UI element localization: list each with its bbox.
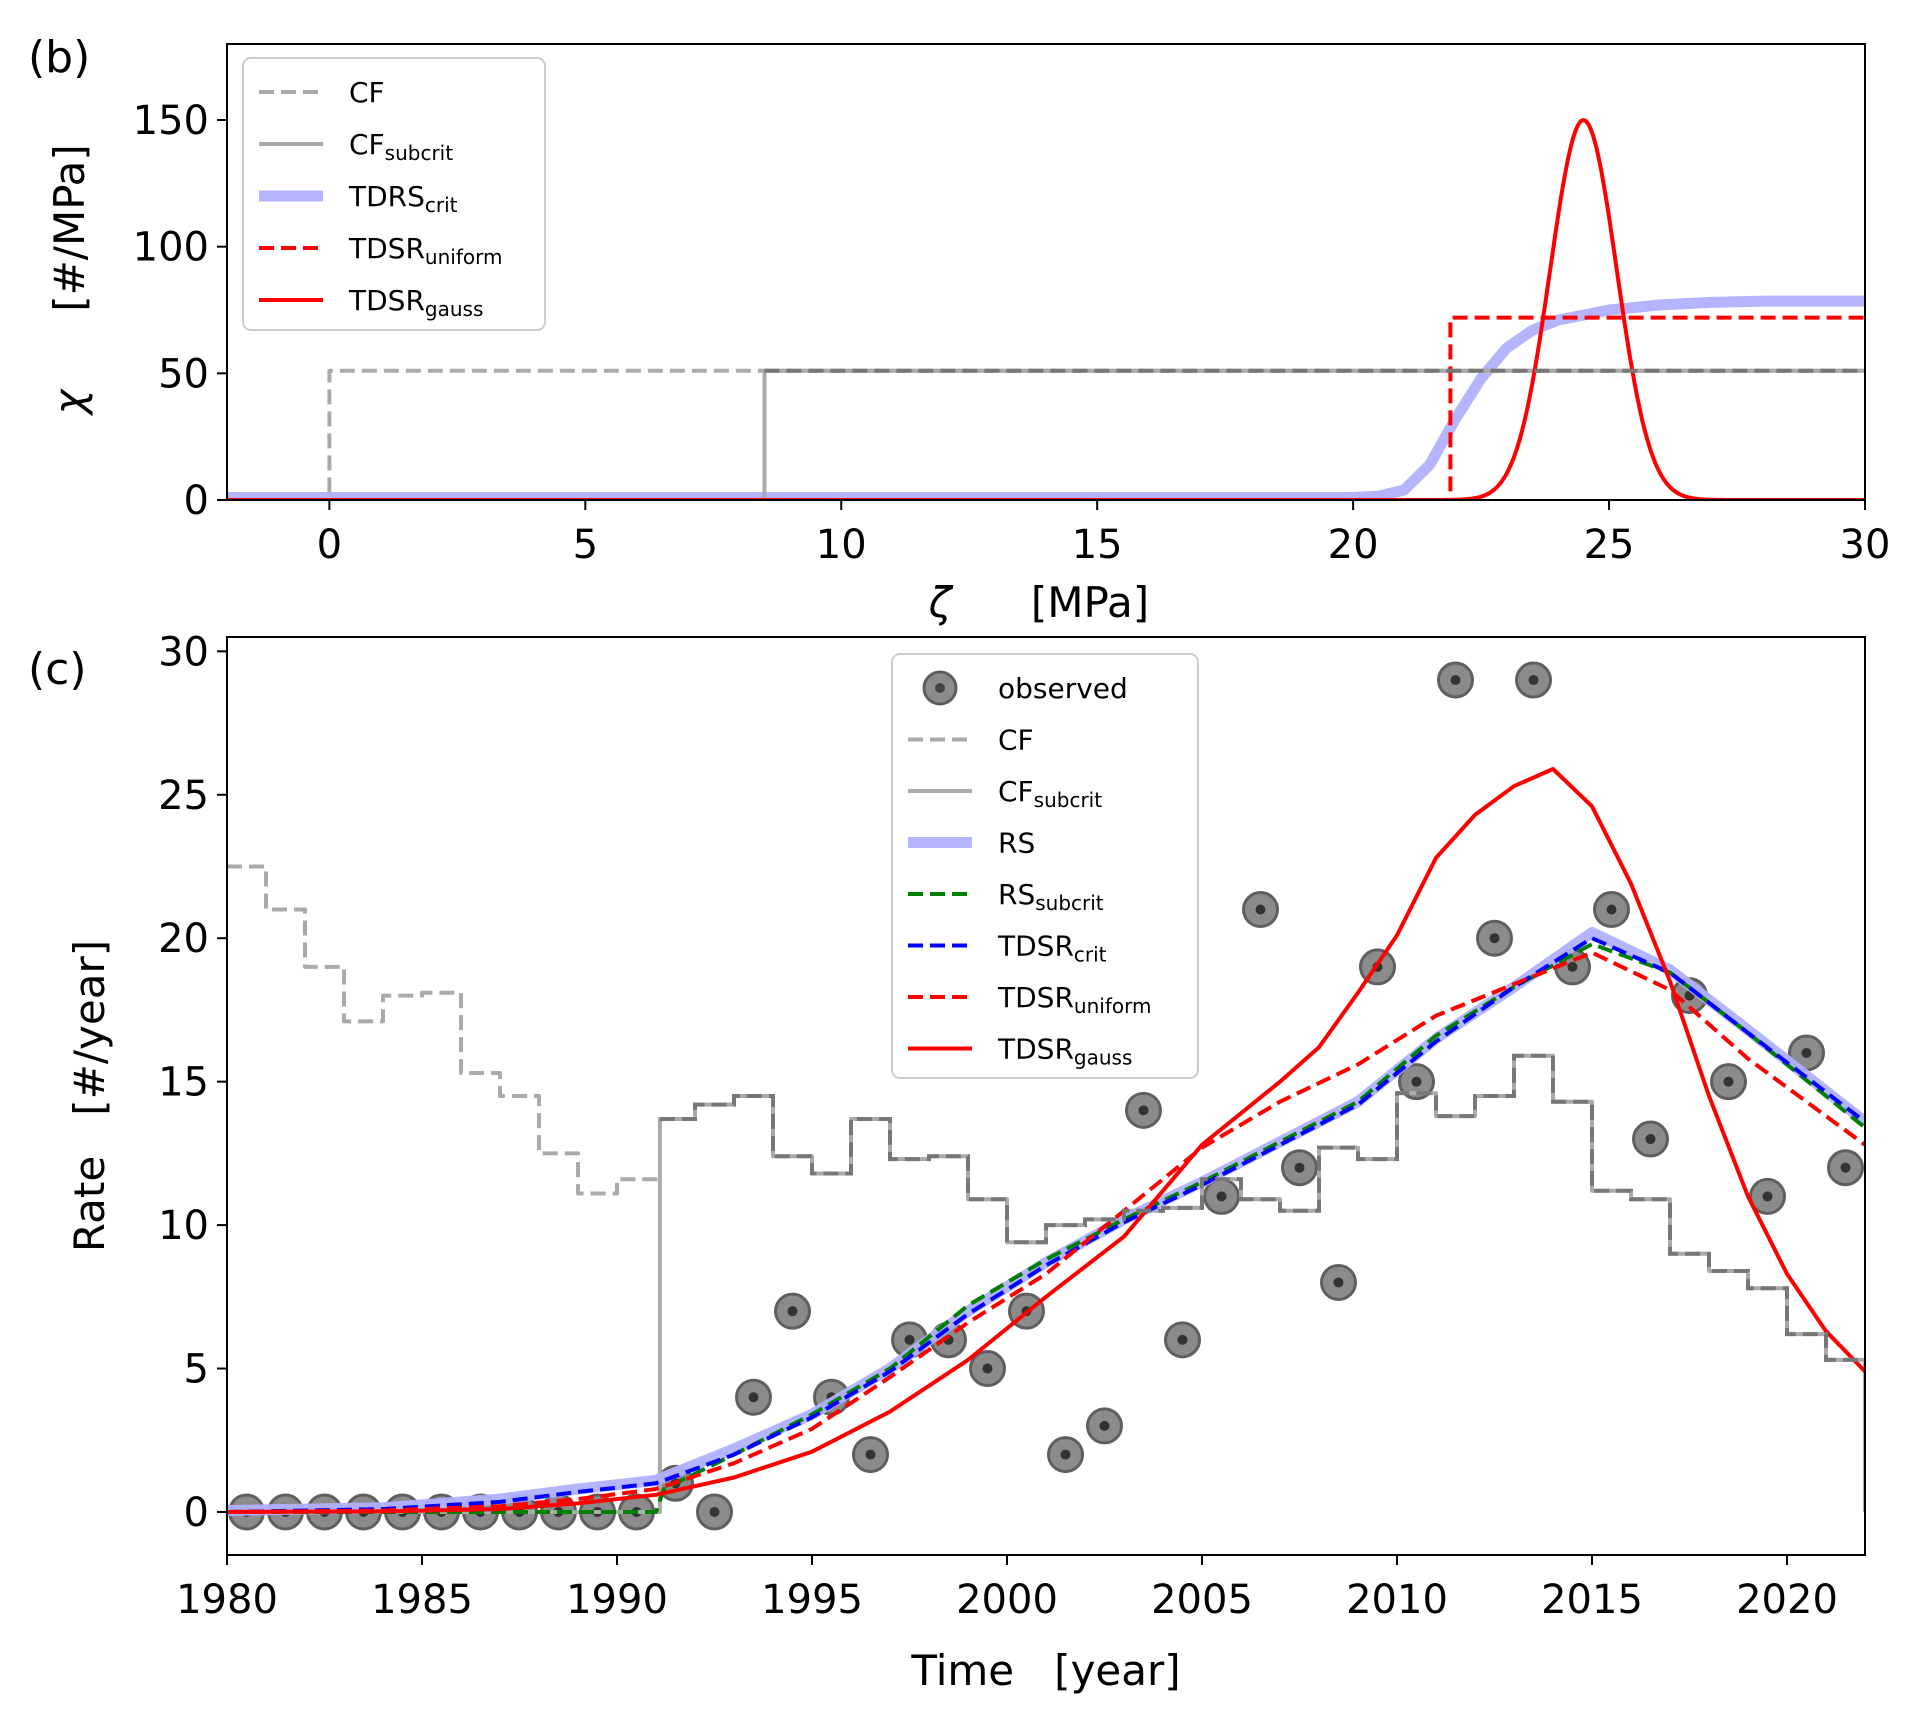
- panel-c-overlap-line: [659, 1053, 1865, 1362]
- observed-point: [852, 1436, 889, 1474]
- observed-point: [1086, 1407, 1123, 1445]
- panel-b-xtick-label: 15: [1072, 522, 1123, 568]
- panel-c-series-tdsr-uniform: [227, 950, 1865, 1514]
- legend-label-tdsr-crit: TDSRcrit: [997, 930, 1107, 967]
- observed-point: [1047, 1436, 1084, 1474]
- panel-c-xtick-label: 2005: [1151, 1577, 1253, 1623]
- panel-c-ytick-label: 20: [158, 916, 209, 962]
- legend-label-tdsr-gauss: TDSRgauss: [348, 284, 483, 321]
- panel-c-ytick-label: 0: [184, 1490, 209, 1536]
- legend-label-observed: observed: [998, 672, 1128, 705]
- panel-c-series-cf: [227, 864, 660, 1196]
- observed-point: [1125, 1091, 1162, 1129]
- observed-point: [1242, 891, 1279, 929]
- panel-c-xlabel: Time [year]: [910, 1646, 1180, 1695]
- panel-b-ytick-label: 0: [184, 478, 209, 524]
- observed-point: [1476, 919, 1513, 957]
- panel-b-xtick-label: 10: [816, 522, 867, 568]
- panel-b-series-tdsr-uniform: [227, 315, 1865, 500]
- panel-c-series-rs-subcrit: [227, 942, 1865, 1514]
- panel-c-series: [227, 661, 1865, 1531]
- panel-c-series-tdsr-gauss: [227, 767, 1865, 1514]
- panel-b-xtick-label: 0: [317, 522, 342, 568]
- panel-c-ytick-label: 15: [158, 1060, 209, 1106]
- observed-point: [969, 1350, 1006, 1388]
- observed-point: [1281, 1149, 1318, 1187]
- panel-c-ytick-label: 5: [184, 1347, 209, 1393]
- panel-c-plot-area: [227, 661, 1865, 1531]
- panel-c-ticks: 1980 1985 1990 1995 2000 2005 2010 2015 20200510…: [158, 629, 1838, 1623]
- panel-c-series-cf-subcrit: [227, 1053, 1865, 1514]
- legend-label-tdsr-gauss: TDSRgauss: [997, 1033, 1132, 1070]
- panel-b-xtick-label: 25: [1584, 522, 1635, 568]
- panel-c-ytick-label: 10: [158, 1203, 209, 1249]
- panel-b-xtick-label: 20: [1328, 522, 1379, 568]
- observed-point: [1788, 1034, 1825, 1072]
- panel-c-xtick-label: 2015: [1541, 1577, 1643, 1623]
- panel-b-ytick-label: 50: [158, 351, 209, 397]
- panel-b-xtick-label: 30: [1840, 522, 1891, 568]
- legend-label-rs: RS: [998, 827, 1035, 860]
- panel-b-axes-frame: [226, 43, 1866, 501]
- legend-label-tdsr-uniform: TDSRuniform: [348, 232, 502, 269]
- panel-c-xtick-label: 1995: [761, 1577, 863, 1623]
- legend-label-cf-subcrit: CFsubcrit: [998, 775, 1102, 812]
- observed-point: [735, 1378, 772, 1416]
- panel-label-c: (c): [28, 644, 87, 695]
- observed-point: [1632, 1120, 1669, 1158]
- panel-b-plot-area: [227, 118, 1865, 500]
- legend-handle-observed-dot: [935, 683, 945, 693]
- panel-b-series-tdsr-gauss: [227, 118, 1865, 500]
- observed-point: [1593, 891, 1630, 929]
- panel-c-xtick-label: 1990: [566, 1577, 668, 1623]
- observed-point: [1320, 1263, 1357, 1301]
- observed-point: [1749, 1177, 1786, 1215]
- observed-point: [1827, 1149, 1864, 1187]
- panel-b-ylabel-unit: [#/MPa]: [45, 144, 94, 312]
- panel-b-series-cf-subcrit: [227, 368, 1865, 500]
- panel-c-series-tdsr-crit: [227, 936, 1865, 1514]
- observed-point: [1710, 1063, 1747, 1101]
- panel-b-ticks: 0 5 10 15 20 25 30 0 50 100 150: [133, 98, 1891, 568]
- panel-b-series-cf: [227, 368, 1865, 500]
- panel-b-xlabel-symbol: ζ: [928, 578, 954, 627]
- panel-label-b: (b): [28, 32, 90, 83]
- legend-label-tdrs-crit: TDRScrit: [348, 180, 458, 217]
- panel-c-axes-frame: [226, 636, 1866, 1556]
- panel-b-series: [227, 118, 1865, 500]
- observed-point: [1203, 1177, 1240, 1215]
- panel-b-series-tdrs-crit: [227, 295, 1865, 500]
- observed-point: [1437, 661, 1474, 699]
- legend-label-rs-subcrit: RSsubcrit: [998, 878, 1104, 915]
- panel-b-ytick-label: 150: [133, 98, 209, 144]
- panel-c-xtick-label: 2000: [956, 1577, 1058, 1623]
- observed-point: [1515, 661, 1552, 699]
- panel-c-xtick-label: 1985: [371, 1577, 473, 1623]
- panel-c-ylabel: Rate [#/year]: [65, 940, 114, 1252]
- panel-b-ytick-label: 100: [133, 225, 209, 271]
- chart-panel-c: (c) 1980 1985 1990 1995 2000 2005 2010 2015 2020…: [28, 629, 1866, 1695]
- chart-panel-b: (b) 0 5 10 15 20 25 30 0 50 100 150 CF CFsubcrit TDR…: [28, 32, 1890, 627]
- panel-c-legend: observed CF CFsubcrit RS RSsubcrit TDSRcrit TD…: [891, 653, 1199, 1079]
- observed-point: [1398, 1063, 1435, 1101]
- panel-b-xlabel-unit: [MPa]: [1031, 578, 1149, 627]
- observed-point: [1164, 1321, 1201, 1359]
- panel-c-xtick-label: 2010: [1346, 1577, 1448, 1623]
- panel-c-ytick-label: 30: [158, 629, 209, 675]
- panel-c-ytick-label: 25: [158, 773, 209, 819]
- panel-c-xtick-label: 2020: [1736, 1577, 1838, 1623]
- legend-box: [242, 57, 546, 331]
- panel-c-xtick-label: 1980: [176, 1577, 278, 1623]
- legend-box: [891, 653, 1199, 1079]
- legend-label-cf: CF: [998, 724, 1034, 757]
- legend-label-cf-subcrit: CFsubcrit: [349, 128, 453, 165]
- observed-point: [774, 1292, 811, 1330]
- legend-label-cf: CF: [349, 76, 385, 109]
- panel-b-legend: CF CFsubcrit TDRScrit TDSRuniform TDSRgauss: [242, 57, 546, 331]
- panel-b-ylabel-symbol: χ: [45, 387, 94, 416]
- observed-point: [696, 1493, 733, 1531]
- panel-b-xtick-label: 5: [573, 522, 598, 568]
- legend-label-tdsr-uniform: TDSRuniform: [997, 981, 1151, 1018]
